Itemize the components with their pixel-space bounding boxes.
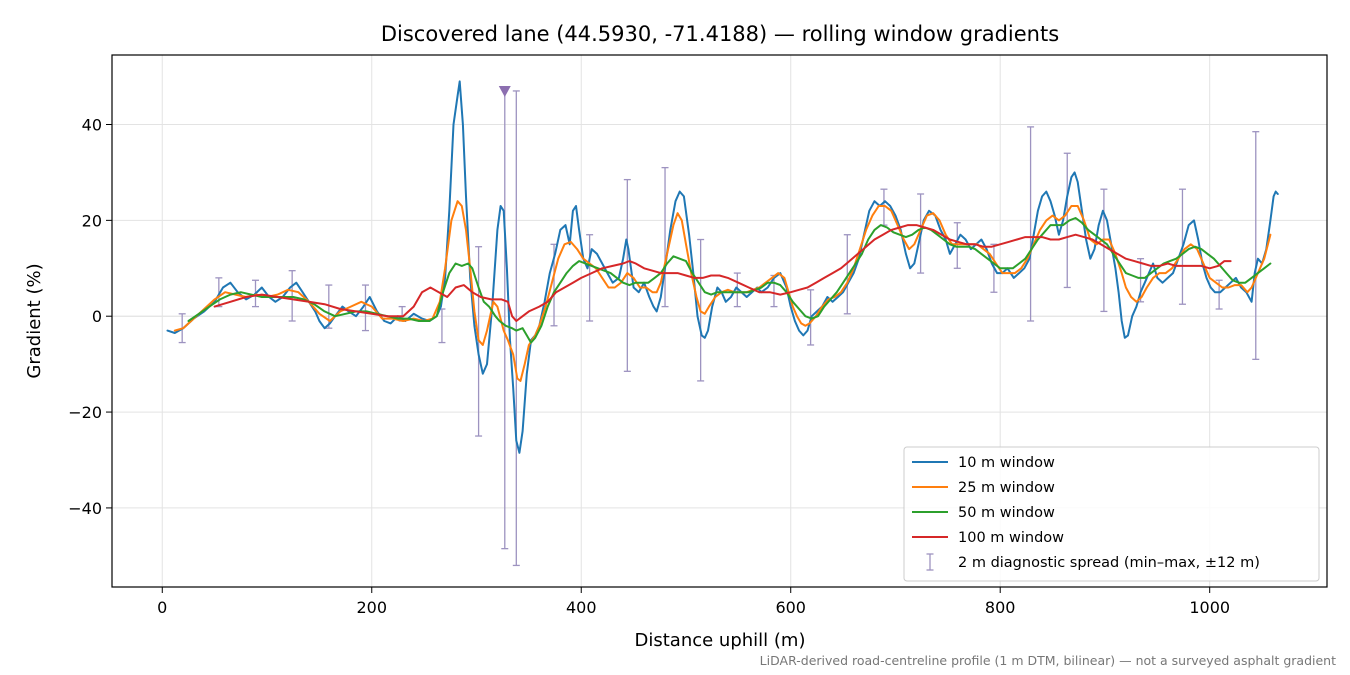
legend-box <box>903 446 1320 582</box>
legend-label-w100: 100 m window <box>958 530 1064 546</box>
series-line-w50 <box>187 217 1272 344</box>
legend-label-w25: 25 m window <box>958 480 1055 496</box>
diagnostic-spread-bars <box>178 87 1260 567</box>
x-axis-label: Distance uphill (m) <box>635 630 806 651</box>
legend-label-spread: 2 m diagnostic spread (min–max, ±12 m) <box>958 555 1260 571</box>
x-tick-label: 400 <box>566 598 597 617</box>
x-tick-label: 600 <box>775 598 806 617</box>
y-tick-label: 0 <box>92 307 102 326</box>
x-tick-label: 800 <box>985 598 1016 617</box>
series-line-w100 <box>213 224 1232 322</box>
y-tick-label: 20 <box>82 211 102 230</box>
spread-bar <box>288 270 296 322</box>
y-tick-label: 40 <box>82 115 102 134</box>
spread-bar <box>1027 126 1035 322</box>
spread-bar <box>1252 131 1260 360</box>
chart-title: Discovered lane (44.5930, -71.4188) — ro… <box>381 22 1059 46</box>
spread-bar <box>512 90 520 567</box>
spread-bar <box>623 178 631 372</box>
plot-frame <box>111 54 1328 588</box>
marker-layer <box>498 85 511 97</box>
spread-bar <box>733 272 741 308</box>
legend: 10 m window 25 m window 50 m window 100 m w… <box>903 446 1320 582</box>
legend-items: 10 m window 25 m window 50 m window 100 m w… <box>912 455 1260 571</box>
spread-bar <box>1063 152 1071 289</box>
spread-bar <box>843 234 851 315</box>
x-axis-ticks: 0 200 400 600 800 1000 <box>157 587 1230 617</box>
y-tick-label: −40 <box>68 499 102 518</box>
spread-bar <box>586 234 594 322</box>
y-axis-label: Gradient (%) <box>24 263 45 378</box>
spread-bar <box>661 166 669 308</box>
y-axis-ticks: −40 −20 0 20 40 <box>68 115 112 518</box>
legend-label-w10: 10 m window <box>958 455 1055 471</box>
footnote: LiDAR-derived road-centreline profile (1… <box>760 653 1336 668</box>
spread-bar <box>361 284 369 332</box>
x-tick-label: 0 <box>157 598 167 617</box>
x-tick-label: 1000 <box>1189 598 1230 617</box>
series-lines <box>166 80 1279 454</box>
peak-marker <box>498 85 511 97</box>
y-tick-label: −20 <box>68 403 102 422</box>
spread-bar <box>1100 188 1108 313</box>
legend-label-w50: 50 m window <box>958 505 1055 521</box>
x-tick-label: 200 <box>356 598 387 617</box>
spread-bar <box>953 222 961 269</box>
